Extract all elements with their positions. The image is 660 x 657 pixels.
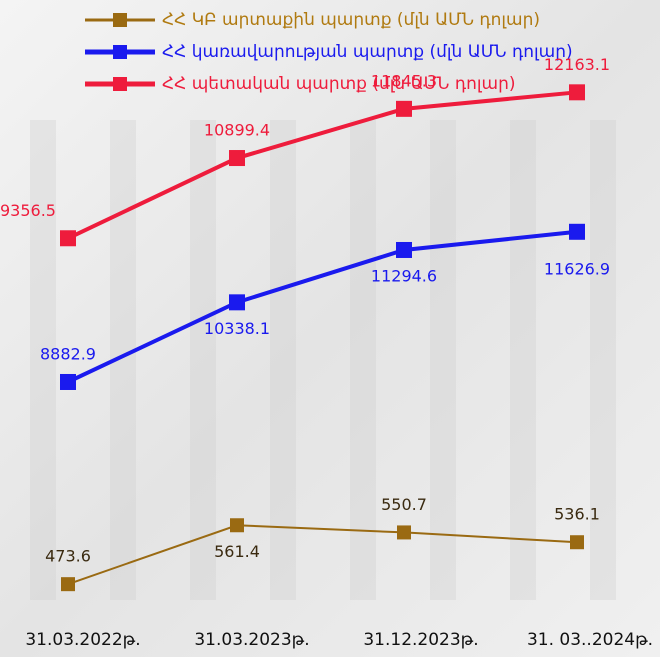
legend-label: ՀՀ կառավարության պարտք (մլն ԱՄՆ դոլար) bbox=[162, 42, 573, 62]
data-label: 561.4 bbox=[214, 542, 260, 561]
marker bbox=[397, 525, 411, 540]
data-label: 536.1 bbox=[554, 505, 600, 524]
series-line bbox=[67, 524, 578, 586]
marker bbox=[230, 518, 244, 533]
marker bbox=[229, 150, 245, 167]
data-label: 10338.1 bbox=[204, 319, 270, 338]
legend-marker bbox=[113, 45, 127, 59]
data-label: 550.7 bbox=[381, 495, 427, 514]
data-label: 11294.6 bbox=[371, 266, 437, 285]
series-line bbox=[67, 229, 578, 384]
marker bbox=[396, 100, 412, 117]
data-label: 473.6 bbox=[45, 547, 91, 566]
x-tick-label: 31.12.2023թ. bbox=[363, 630, 478, 650]
marker bbox=[229, 294, 245, 311]
marker bbox=[60, 230, 76, 247]
background-columns bbox=[30, 120, 616, 600]
marker bbox=[569, 223, 585, 240]
legend-marker bbox=[113, 13, 127, 27]
marker bbox=[569, 84, 585, 101]
data-label: 10899.4 bbox=[204, 121, 270, 140]
data-label: 12163.1 bbox=[544, 55, 610, 74]
marker bbox=[396, 241, 412, 258]
legend-label: ՀՀ ԿԲ արտաքին պարտք (մլն ԱՄՆ դոլար) bbox=[162, 10, 540, 30]
legend-label: ՀՀ պետական պարտք (մլն ԱՄՆ դոլար) bbox=[162, 74, 515, 94]
marker bbox=[570, 535, 584, 550]
x-tick-label: 31.03.2023թ. bbox=[194, 630, 309, 650]
series-line bbox=[67, 90, 578, 241]
marker bbox=[60, 373, 76, 390]
data-label: 9356.5 bbox=[0, 201, 56, 220]
data-label: 8882.9 bbox=[40, 344, 96, 363]
marker bbox=[61, 577, 75, 592]
data-label: 11845.3 bbox=[371, 71, 437, 90]
x-tick-label: 31.03.2022թ. bbox=[25, 630, 140, 650]
data-label: 11626.9 bbox=[544, 259, 610, 278]
legend-marker bbox=[113, 77, 127, 91]
x-tick-label: 31. 03..2024թ. bbox=[527, 630, 653, 650]
